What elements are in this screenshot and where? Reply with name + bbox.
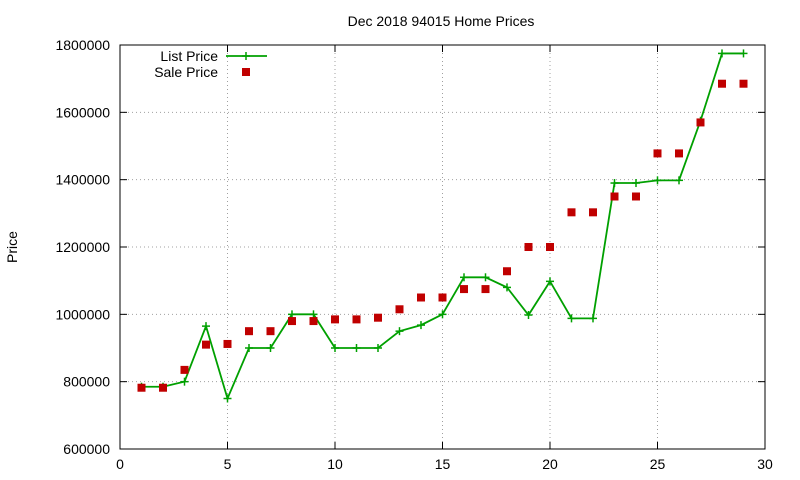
x-tick-label: 10 — [327, 456, 343, 472]
list-price-point — [632, 179, 640, 188]
sale-price-point — [739, 79, 748, 88]
sale-price-point — [223, 339, 232, 348]
list-price-point — [266, 344, 275, 352]
sale-price-point — [202, 340, 210, 349]
list-price-point — [202, 322, 210, 331]
series — [137, 49, 748, 403]
y-tick-label: 1200000 — [55, 239, 110, 255]
list-price-point — [223, 394, 232, 403]
x-tick-label: 15 — [435, 456, 451, 472]
axis-ticks: 600000 800000 1000000 1200000 1400000 1600000… — [55, 37, 773, 472]
list-price-point — [180, 377, 189, 386]
sale-price-point — [718, 79, 726, 88]
series-1 — [137, 79, 748, 392]
list-price-point — [653, 176, 662, 185]
y-tick-label: 1400000 — [55, 172, 110, 188]
sale-price-point — [610, 192, 619, 201]
list-price-point — [309, 310, 318, 319]
y-axis-label: Price — [4, 231, 20, 263]
sale-price-point — [395, 305, 404, 314]
x-tick-label: 5 — [224, 456, 232, 472]
x-tick-label: 30 — [757, 456, 773, 472]
list-price-point — [718, 49, 726, 58]
grid — [120, 45, 765, 449]
list-price-point — [245, 344, 253, 352]
sale-price-point — [460, 285, 468, 294]
sale-price-point — [567, 208, 576, 217]
plot-border — [119, 44, 766, 450]
legend-label: Sale Price — [154, 64, 218, 80]
legend-label: List Price — [160, 48, 218, 64]
sale-price-point — [266, 327, 275, 336]
sale-price-point — [546, 243, 554, 251]
sale-price-point — [696, 118, 705, 127]
sale-price-point — [180, 365, 189, 374]
list-price-point — [739, 49, 748, 58]
list-price-point — [675, 176, 683, 185]
legend-marker — [242, 68, 250, 76]
list-price-point — [503, 283, 511, 292]
legend-entry: Sale Price — [154, 64, 250, 80]
sale-price-point — [675, 149, 683, 158]
legend-marker — [242, 52, 250, 60]
list-price-point — [481, 273, 490, 282]
y-tick-label: 600000 — [63, 441, 110, 457]
y-tick-label: 1800000 — [55, 37, 110, 53]
list-price-point — [438, 310, 447, 319]
list-price-point — [288, 310, 296, 319]
sale-price-point — [481, 285, 490, 294]
list-price-point — [610, 179, 619, 188]
sale-price-point — [288, 317, 296, 326]
sale-price-point — [632, 192, 640, 201]
y-tick-label: 1000000 — [55, 306, 110, 322]
list-price-point — [331, 344, 339, 352]
chart-title: Dec 2018 94015 Home Prices — [348, 13, 535, 29]
y-tick-label: 1600000 — [55, 104, 110, 120]
list-price-point — [374, 344, 382, 352]
list-price-point — [417, 321, 425, 330]
sale-price-point — [309, 317, 318, 326]
sale-price-point — [524, 243, 533, 251]
sale-price-point — [589, 208, 597, 217]
sale-price-point — [137, 383, 146, 392]
list-price-point — [546, 277, 554, 286]
sale-price-point — [438, 293, 447, 302]
list-price-point — [395, 327, 404, 336]
sale-price-point — [352, 315, 361, 324]
list-price-point — [589, 314, 597, 323]
x-tick-label: 20 — [542, 456, 558, 472]
sale-price-point — [331, 315, 339, 324]
legend-entry: List Price — [160, 48, 267, 64]
sale-price-point — [503, 267, 511, 276]
x-tick-label: 25 — [650, 456, 666, 472]
list-price-point — [352, 344, 361, 352]
sale-price-point — [653, 149, 662, 158]
list-price-point — [567, 314, 576, 323]
list-price-point — [524, 311, 533, 320]
y-tick-label: 800000 — [63, 374, 110, 390]
sale-price-point — [245, 327, 253, 336]
sale-price-point — [159, 383, 167, 392]
sale-price-point — [374, 313, 382, 322]
x-tick-label: 0 — [116, 456, 124, 472]
list-price-point — [460, 273, 468, 282]
sale-price-point — [417, 293, 425, 302]
